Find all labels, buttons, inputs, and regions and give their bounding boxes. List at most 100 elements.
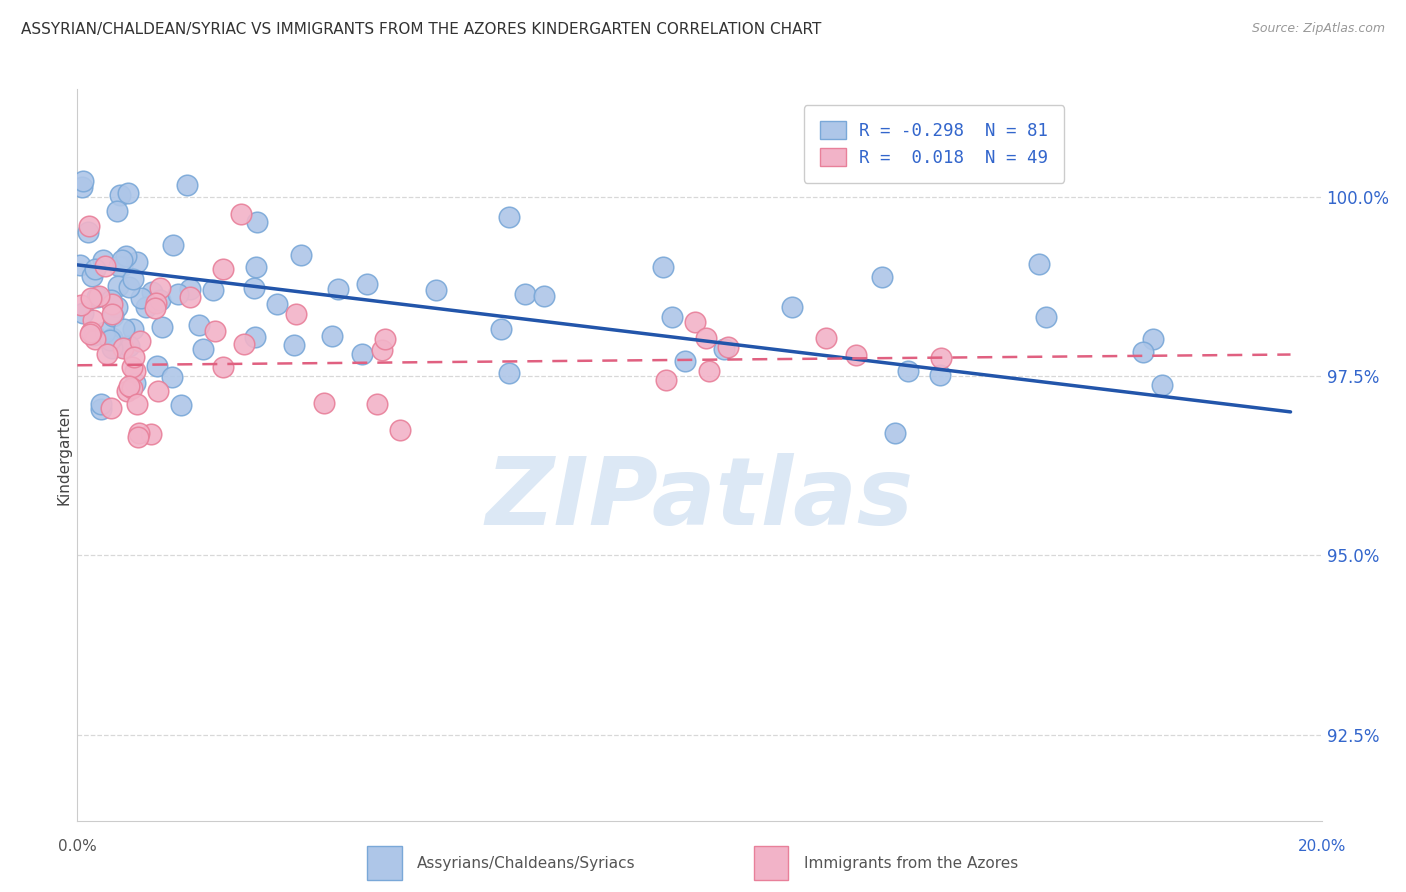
Point: [695, 331, 717, 345]
Point: [167, 286, 190, 301]
Point: [86, 290, 108, 304]
Point: [697, 363, 720, 377]
Point: [179, 290, 201, 304]
Point: [80, 326, 103, 340]
Point: [513, 286, 536, 301]
Point: [72, 306, 94, 320]
Point: [146, 359, 169, 373]
Point: [117, 186, 139, 200]
Point: [356, 277, 378, 291]
Point: [150, 319, 173, 334]
Point: [814, 331, 837, 345]
Point: [245, 260, 267, 275]
Point: [212, 262, 235, 277]
Point: [187, 318, 209, 332]
Text: ZIPatlas: ZIPatlas: [485, 453, 914, 545]
Point: [212, 360, 235, 375]
Point: [83, 332, 105, 346]
Point: [929, 351, 952, 366]
Point: [283, 338, 305, 352]
Point: [149, 281, 172, 295]
FancyBboxPatch shape: [754, 846, 789, 880]
Point: [870, 270, 893, 285]
Point: [101, 310, 124, 324]
Point: [77, 226, 100, 240]
Point: [243, 329, 266, 343]
Point: [231, 207, 253, 221]
Point: [111, 341, 134, 355]
Point: [83, 328, 105, 343]
Point: [498, 366, 520, 380]
Text: Source: ZipAtlas.com: Source: ZipAtlas.com: [1251, 22, 1385, 36]
Point: [108, 259, 131, 273]
Point: [160, 369, 183, 384]
Point: [193, 342, 215, 356]
Point: [149, 293, 172, 307]
Point: [202, 283, 225, 297]
Point: [883, 426, 905, 441]
Legend: R = -0.298  N = 81, R =  0.018  N = 49: R = -0.298 N = 81, R = 0.018 N = 49: [804, 105, 1064, 183]
Point: [90, 397, 112, 411]
Point: [1152, 378, 1174, 392]
Point: [91, 252, 114, 267]
Text: 0.0%: 0.0%: [58, 838, 97, 854]
Point: [107, 279, 129, 293]
Point: [115, 384, 138, 399]
Point: [93, 259, 115, 273]
Point: [121, 271, 143, 285]
Point: [139, 427, 162, 442]
Point: [82, 269, 104, 284]
Point: [374, 332, 396, 346]
Point: [326, 282, 349, 296]
Point: [1132, 345, 1154, 359]
Point: [87, 289, 110, 303]
Point: [124, 364, 146, 378]
Point: [129, 291, 152, 305]
Point: [84, 261, 107, 276]
Point: [128, 426, 150, 441]
Point: [114, 249, 136, 263]
Point: [121, 381, 143, 395]
Point: [118, 339, 141, 353]
Point: [101, 331, 124, 345]
Point: [70, 298, 93, 312]
Point: [162, 237, 184, 252]
Point: [100, 401, 122, 415]
Point: [661, 310, 683, 324]
Point: [121, 322, 143, 336]
Point: [100, 297, 122, 311]
Point: [321, 329, 343, 343]
Point: [112, 322, 135, 336]
Point: [79, 326, 101, 341]
FancyBboxPatch shape: [367, 846, 402, 880]
Point: [533, 289, 555, 303]
Point: [204, 324, 226, 338]
Point: [90, 402, 112, 417]
Point: [77, 219, 100, 233]
Point: [266, 297, 288, 311]
Point: [845, 348, 868, 362]
Point: [122, 350, 145, 364]
Point: [105, 301, 128, 315]
Point: [69, 258, 91, 272]
Point: [100, 293, 122, 308]
Point: [72, 174, 94, 188]
Text: Assyrians/Chaldeans/Syriacs: Assyrians/Chaldeans/Syriacs: [418, 855, 636, 871]
Point: [683, 315, 706, 329]
Point: [145, 301, 167, 315]
Point: [498, 210, 520, 224]
Point: [352, 347, 374, 361]
Point: [80, 291, 103, 305]
Point: [1035, 310, 1057, 324]
Point: [146, 384, 169, 398]
Point: [125, 255, 148, 269]
Point: [897, 364, 920, 378]
Point: [388, 423, 411, 437]
Point: [232, 336, 254, 351]
Point: [1142, 332, 1164, 346]
Point: [101, 307, 124, 321]
Point: [170, 398, 193, 412]
Point: [105, 203, 128, 218]
Point: [489, 322, 512, 336]
Point: [366, 397, 388, 411]
